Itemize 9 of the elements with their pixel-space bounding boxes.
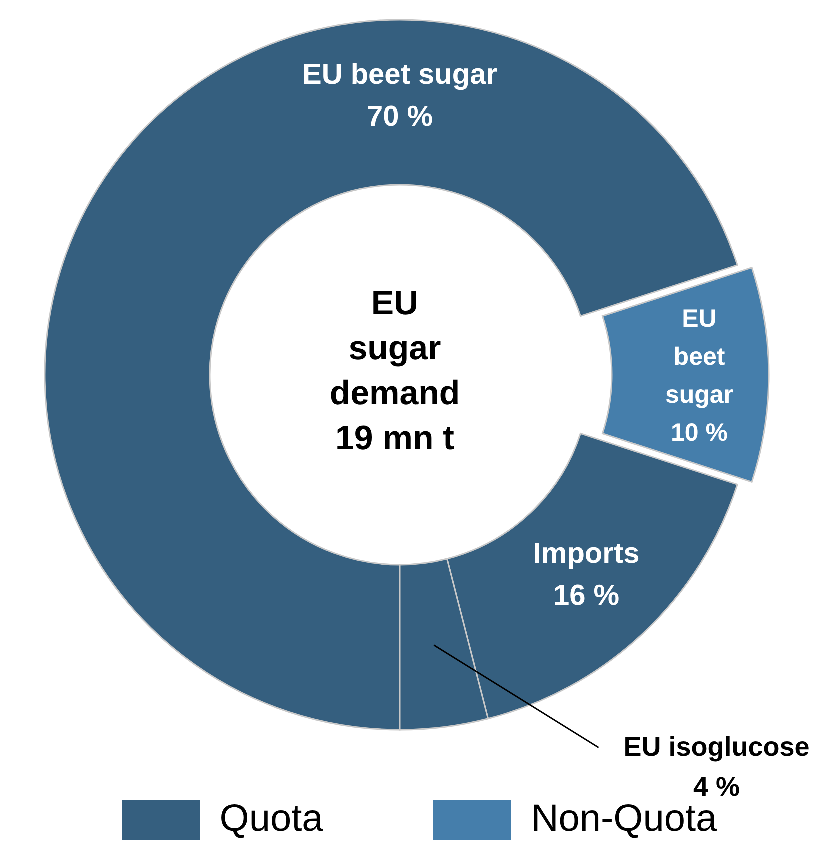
data-label: 10 % <box>671 418 728 447</box>
data-label: 70 % <box>366 101 434 134</box>
text: Quota <box>220 798 324 841</box>
slice-label: EU isoglucose <box>624 732 810 762</box>
slice-label: EU beet sugar <box>665 304 734 409</box>
slice-label: Imports <box>533 538 640 570</box>
text: EU sugar demand 19 mn t <box>330 284 460 458</box>
data-label: 16 % <box>553 580 620 612</box>
slice-label: EU beet sugar <box>302 59 498 92</box>
